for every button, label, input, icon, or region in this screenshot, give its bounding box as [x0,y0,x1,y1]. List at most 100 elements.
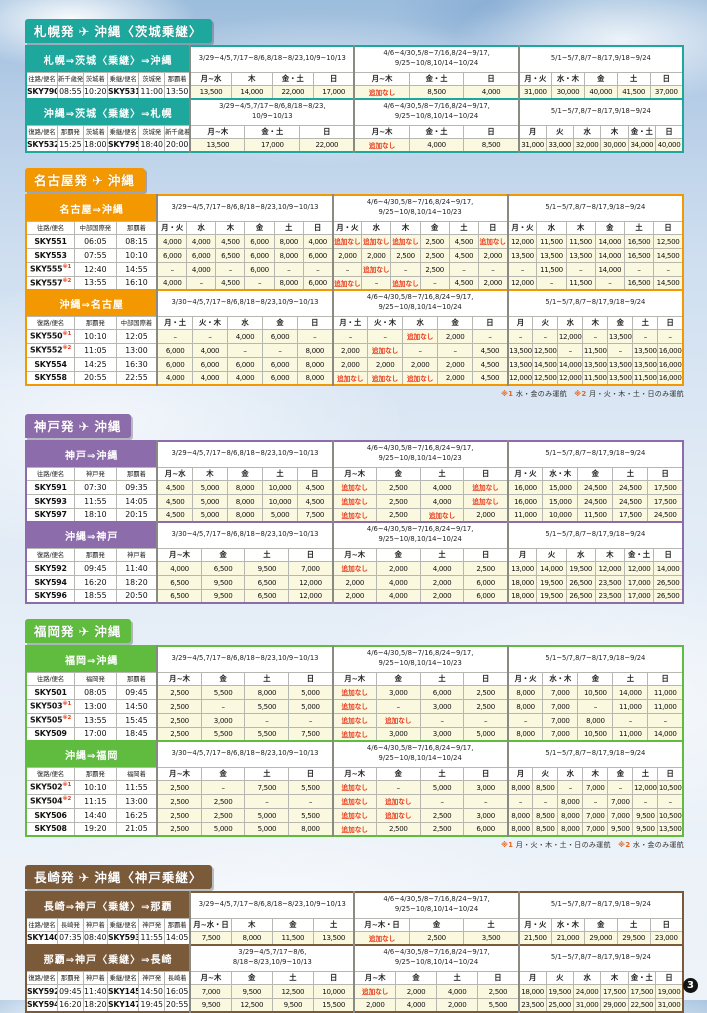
day-of-week-header: 金 [577,466,614,481]
fare-cell: – [288,793,334,809]
info-column-header: 那覇発 [74,547,117,562]
fare-cell: – [226,342,263,358]
destination-label: 沖縄 [94,419,122,434]
flight-row: SKY508 19:20 21:05 2,500 5,000 5,000 8,000 追加なし… [25,821,684,837]
fare-cell: 4,000 [226,328,263,344]
fare-cell: 8,500 [532,779,559,795]
date-range-header: 3/29~4/5,7/17~8/6,8/18~8/23,10/9~10/13 [189,891,355,919]
time-cell: 22:55 [115,370,158,386]
fare-cell: 2,000 [394,983,438,999]
date-range-header: 3/29~4/5,7/17~8/6,8/18~8/23,10/9~10/13 [156,194,334,222]
time-cell: 06:05 [74,233,117,249]
fare-cell: 5,500 [288,807,334,823]
day-of-week-header: 土 [244,766,290,781]
fare-cell: 29,500 [616,930,651,946]
info-column-header: 那覇着 [164,71,191,86]
day-of-week-header: 水 [557,315,584,330]
fare-cell: 15,500 [312,997,355,1013]
plane-icon: ✈ [78,625,91,640]
fare-cell: 7,000 [607,807,634,823]
route-header-cell: 名古屋⇒沖縄 [25,194,158,222]
info-column-header: 復路/便名 [25,970,59,985]
fare-cell: 9,500 [189,997,232,1013]
flight-number-cell: SKY551 [25,233,76,249]
info-column-header: 往路/便名 [25,466,76,481]
time-cell: 09:45 [115,684,158,700]
fare-cell: 7,000 [542,726,579,742]
fare-cell: – [506,712,544,728]
fare-cell: 8,000 [506,807,534,823]
time-cell: 13:00 [115,793,158,809]
section-sapporo: 札幌発 ✈ 沖縄〈茨城乗継〉 札幌⇒茨城〈乗継〉⇒沖縄 3/29~4/5,7/17~8/… [25,19,684,153]
fare-cell: 9,500 [632,807,659,823]
date-range-header: 5/1~5/7,8/7~8/17,9/18~9/24 [506,645,684,673]
fare-cell: 5,000 [463,726,509,742]
fare-cell: 10,000 [312,983,355,999]
time-cell: 11:05 [74,342,117,358]
date-range-header: 5/1~5/7,8/7~8/17,9/18~9/24 [517,98,684,126]
fare-cell: 5,500 [244,726,290,742]
destination-label: 沖縄 [107,173,135,188]
footnote-mark: ※1 [501,841,514,849]
fare-cell: 5,000 [191,479,228,495]
fare-cell: 17,500 [647,493,684,509]
day-of-week-header: 土 [419,671,465,686]
day-of-week-header: 日 [657,766,684,781]
flight-number-cell: SKY592 [25,983,59,999]
day-of-week-header: 土 [271,970,314,985]
fare-cell: 12,000 [506,233,538,249]
fare-cell: 18,000 [506,588,538,604]
fare-cell: – [419,793,465,809]
day-of-week-header: 金 [594,220,625,235]
fare-cell: 30,000 [551,84,585,100]
fare-cell: 11,500 [536,233,567,249]
info-column-header: 長崎発 [57,917,84,932]
info-column-header: 神戸着 [82,917,108,932]
fare-cell: 4,000 [419,493,465,509]
fare-cell: – [367,328,404,344]
fare-cell: 6,000 [463,821,509,837]
fare-cell: 2,000 [477,275,509,291]
day-of-week-header: 日 [299,124,355,139]
fare-cell: – [463,793,509,809]
day-of-week-header: 木 [600,970,629,985]
time-cell: 10:20 [82,84,108,100]
day-of-week-header: 金 [607,315,634,330]
day-of-week-header: 日 [297,315,334,330]
fare-table: 沖縄⇒茨城〈乗継〉⇒札幌 3/29~4/5,7/17~8/6,8/18~8/23,… [25,98,684,153]
fare-cell: 4,500 [297,493,334,509]
time-cell: 16:30 [115,356,158,372]
fare-cell: – [419,712,465,728]
fare-cell: 6,000 [186,247,217,263]
fare-cell: 2,500 [156,684,202,700]
fare-cell: 8,000 [557,821,584,837]
fare-cell: 3,000 [419,726,465,742]
fare-cell: 追加なし [331,793,377,809]
fare-cell: 16,500 [623,275,655,291]
section-kobe: 神戸発 ✈ 沖縄 神戸⇒沖縄 3/29~4/5,7/17~8/6,8/18~8/23,1… [25,414,684,604]
flight-number-cell: SKY553 [25,247,76,263]
day-of-week-header: 火 [536,547,567,562]
day-of-week-header: 金・土 [271,71,314,86]
fare-cell: – [536,275,567,291]
route-header-cell: 長崎⇒神戸〈乗継〉⇒那覇 [25,891,191,919]
fare-cell: 8,500 [532,807,559,823]
day-of-week-header: 月~木 [156,547,202,562]
info-column-header: 往路/便名 [25,71,59,86]
fare-cell: 16,000 [506,479,544,495]
fare-cell: – [532,793,559,809]
info-column-header: 那覇発 [57,970,84,985]
flight-footnote-mark: ※2 [62,796,72,803]
fare-cell: 7,500 [297,507,334,523]
day-of-week-header: 月・火 [156,220,188,235]
fare-cell: – [607,779,634,795]
fare-cell: 11,500 [565,275,596,291]
flight-row: SKY597 18:10 20:15 4,500 5,000 8,000 5,000 7,50… [25,507,684,523]
fare-cell: 追加なし [331,507,377,523]
day-of-week-header: 金 [408,917,465,932]
time-cell: 16:05 [164,983,191,999]
origin-label: 長崎発 [34,870,75,885]
fare-cell: 6,000 [244,233,275,249]
fare-cell: 9,500 [244,560,290,576]
time-cell: 11:55 [138,930,166,946]
